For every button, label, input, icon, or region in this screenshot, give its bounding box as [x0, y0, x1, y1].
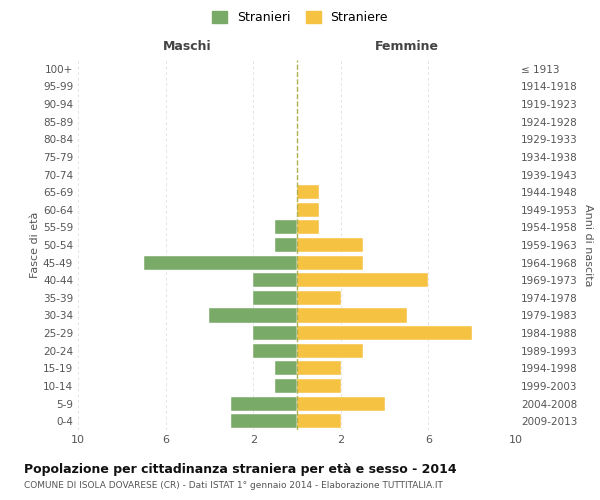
Bar — [253, 344, 297, 358]
Bar — [297, 414, 341, 428]
Bar — [297, 308, 407, 322]
Bar — [297, 326, 472, 340]
Text: Popolazione per cittadinanza straniera per età e sesso - 2014: Popolazione per cittadinanza straniera p… — [24, 462, 457, 475]
Bar — [144, 256, 297, 270]
Bar — [232, 396, 297, 410]
Bar — [253, 291, 297, 305]
Bar — [297, 202, 319, 217]
Bar — [253, 326, 297, 340]
Y-axis label: Anni di nascita: Anni di nascita — [583, 204, 593, 286]
Bar — [275, 379, 297, 393]
Bar — [297, 291, 341, 305]
Bar — [297, 185, 319, 199]
Text: COMUNE DI ISOLA DOVARESE (CR) - Dati ISTAT 1° gennaio 2014 - Elaborazione TUTTIT: COMUNE DI ISOLA DOVARESE (CR) - Dati IST… — [24, 481, 443, 490]
Bar — [275, 362, 297, 376]
Bar — [297, 220, 319, 234]
Bar — [232, 414, 297, 428]
Bar — [297, 256, 362, 270]
Bar — [253, 273, 297, 287]
Bar — [297, 238, 362, 252]
Bar — [275, 220, 297, 234]
Bar — [297, 362, 341, 376]
Bar — [297, 344, 362, 358]
Y-axis label: Fasce di età: Fasce di età — [30, 212, 40, 278]
Bar — [209, 308, 297, 322]
Bar — [297, 396, 385, 410]
Bar — [297, 379, 341, 393]
Text: Maschi: Maschi — [163, 40, 212, 52]
Text: Femmine: Femmine — [374, 40, 439, 52]
Bar — [297, 273, 428, 287]
Legend: Stranieri, Straniere: Stranieri, Straniere — [212, 11, 388, 24]
Bar — [275, 238, 297, 252]
